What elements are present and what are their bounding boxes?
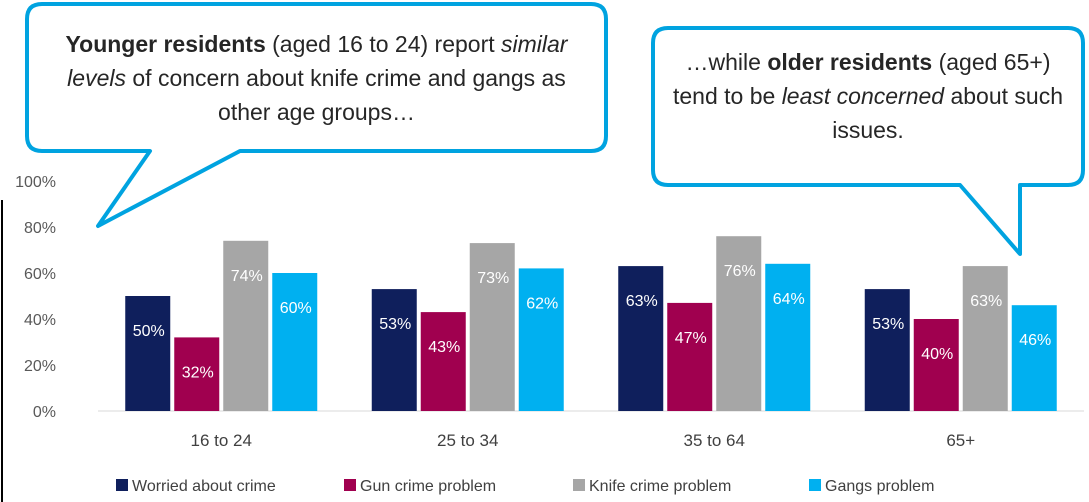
y-tick-label: 100%: [15, 174, 56, 191]
callout-left-italic: similar levels: [67, 31, 568, 91]
bar-data-label: 76%: [724, 263, 756, 280]
bar-data-label: 64%: [773, 291, 805, 308]
bar: [223, 240, 269, 411]
bar-data-label: 46%: [1019, 332, 1051, 349]
callout-left-text2: of concern about knife crime and gangs a…: [125, 65, 566, 125]
bar: [469, 243, 515, 411]
callout-left-text1: (aged 16 to 24) report: [265, 31, 502, 57]
bar-data-label: 74%: [231, 268, 263, 285]
y-tick-label: 60%: [24, 266, 56, 283]
bar-data-label: 62%: [526, 295, 558, 312]
callout-right-text3: about such issues.: [832, 83, 1063, 143]
legend-swatch: [116, 479, 128, 491]
bar: [518, 268, 564, 411]
bar: [420, 312, 466, 411]
bar-data-label: 50%: [133, 323, 165, 340]
category-label: 65+: [946, 431, 975, 450]
bar-data-label: 53%: [379, 316, 411, 333]
y-tick-label: 20%: [24, 358, 56, 375]
legend-swatch: [809, 479, 821, 491]
bar: [272, 273, 318, 411]
category-label: 25 to 34: [437, 431, 498, 450]
bar: [371, 289, 417, 411]
bar-data-label: 40%: [921, 346, 953, 363]
callout-right-text2: (aged 65+) tend to be: [672, 49, 1051, 109]
bar-data-label: 60%: [280, 300, 312, 317]
category-label: 16 to 24: [191, 431, 252, 450]
bar: [864, 289, 910, 411]
bar-data-label: 53%: [872, 316, 904, 333]
bar: [913, 319, 959, 411]
callout-right-italic: least concerned: [781, 83, 945, 109]
callout-left-text: Younger residents (aged 16 to 24) report…: [40, 27, 593, 129]
bar: [174, 337, 220, 411]
callout-right-bubble: [651, 26, 1085, 256]
callout-left-bold: Younger residents: [65, 31, 266, 57]
bar: [1011, 305, 1057, 411]
legend: Worried about crime Gun crime problem Knif…: [116, 478, 934, 495]
callout-right-bold: older residents: [767, 49, 933, 75]
legend-label: Worried about crime: [132, 478, 276, 495]
legend-label: Knife crime problem: [589, 478, 731, 495]
bar-data-label: 32%: [182, 364, 214, 381]
callout-left-bubble: [25, 2, 608, 228]
bar: [962, 266, 1008, 411]
callout-right-text1: …while: [685, 49, 768, 75]
bar-data-label: 63%: [970, 293, 1002, 310]
bar: [667, 302, 713, 411]
bar-data-label: 63%: [626, 293, 658, 310]
bar-data-label: 47%: [675, 330, 707, 347]
bar: [125, 296, 171, 411]
category-labels: 16 to 24 25 to 34 35 to 64 65+: [191, 431, 976, 450]
y-tick-label: 80%: [24, 220, 56, 237]
legend-label: Gun crime problem: [360, 478, 496, 495]
bar: [618, 266, 664, 411]
y-tick-label: 0%: [33, 404, 56, 421]
data-labels: 50% 32% 74% 60% 53% 43% 73% 62% 63% 47% 76% 64% 53% 4…: [133, 263, 1052, 381]
bar-data-label: 43%: [428, 339, 460, 356]
category-label: 35 to 64: [684, 431, 745, 450]
bars: [125, 236, 1057, 411]
legend-swatch: [344, 479, 356, 491]
legend-swatch: [573, 479, 585, 491]
y-tick-label: 40%: [24, 312, 56, 329]
bar: [765, 263, 811, 411]
bar-data-label: 73%: [477, 270, 509, 287]
legend-label: Gangs problem: [825, 478, 934, 495]
callout-right-text: …while older residents (aged 65+) tend t…: [664, 45, 1072, 147]
bar: [716, 236, 762, 411]
